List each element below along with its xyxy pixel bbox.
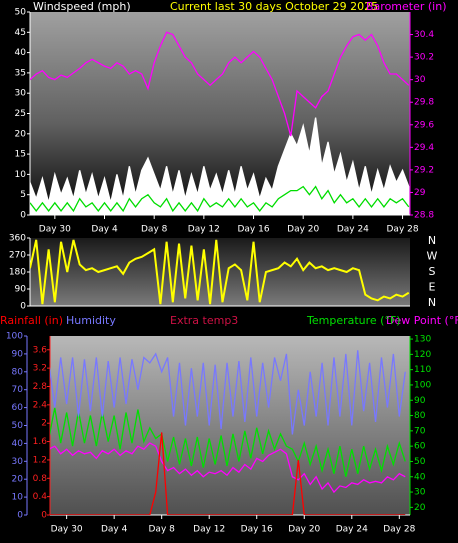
y-tick-label: 1.2 xyxy=(33,455,47,465)
y-tick-label: 110 xyxy=(414,365,431,375)
y-tick-label: 30 xyxy=(414,488,426,498)
x-tick-label: Day 24 xyxy=(336,525,368,535)
y-tick-label: 2.8 xyxy=(33,382,48,392)
series-line xyxy=(50,350,406,435)
y2-axis-label: Barometer (in) xyxy=(366,0,447,13)
y-tick-label: 40 xyxy=(15,48,27,58)
y-tick-label: 0 xyxy=(20,302,26,312)
legend-label: Temperature (°F) xyxy=(306,314,401,327)
y-tick-label: 35 xyxy=(15,68,26,78)
x-tick-label: Day 24 xyxy=(337,225,369,235)
x-tick-label: Day 12 xyxy=(188,225,220,235)
y-tick-label: 60 xyxy=(12,403,24,413)
compass-label: E xyxy=(429,281,436,294)
y-tick-label: 45 xyxy=(15,28,26,38)
y-tick-label: 1.6 xyxy=(33,437,48,447)
y-tick-label: 0.8 xyxy=(33,474,48,484)
y-tick-label: 50 xyxy=(414,457,426,467)
compass-label: S xyxy=(429,265,436,278)
compass-label: W xyxy=(427,250,438,263)
y-tick-label: 60 xyxy=(414,442,426,452)
x-tick-label: Day 16 xyxy=(241,525,273,535)
y-tick-label: 40 xyxy=(12,439,24,449)
y-tick-label: 270 xyxy=(9,251,26,261)
plot-bg xyxy=(50,336,410,515)
y-tick-label: 0 xyxy=(17,511,23,521)
x-tick-label: Day 30 xyxy=(51,525,83,535)
y-tick-label: 5 xyxy=(20,190,26,200)
x-tick-label: Day 28 xyxy=(383,525,415,535)
y-tick-label: 80 xyxy=(12,367,24,377)
x-tick-label: Day 20 xyxy=(287,225,319,235)
chart-title: Current last 30 days October 29 2025 xyxy=(170,0,378,13)
y-tick-label: 360 xyxy=(9,234,26,244)
y-tick-label: 28.8 xyxy=(414,211,434,221)
series-line xyxy=(50,442,406,494)
y-tick-label: 90 xyxy=(15,285,27,295)
y-tick-label: 3.6 xyxy=(33,345,48,355)
y-tick-label: 20 xyxy=(12,475,24,485)
legend-label: Dew Point (°F) xyxy=(386,314,458,327)
series-line xyxy=(30,185,410,213)
y-tick-label: 20 xyxy=(414,503,426,513)
y-tick-label: 15 xyxy=(15,150,26,160)
y-tick-label: 30 xyxy=(12,457,24,467)
y-tick-label: 100 xyxy=(6,332,23,342)
y-tick-label: 30 xyxy=(15,89,27,99)
y-tick-label: 2 xyxy=(41,419,47,429)
y-axis-label: Windspeed (mph) xyxy=(33,0,131,13)
y-tick-label: 29 xyxy=(414,188,426,198)
x-tick-label: Day 30 xyxy=(39,225,71,235)
x-tick-label: Day 12 xyxy=(193,525,225,535)
y-tick-label: 10 xyxy=(15,170,27,180)
y-tick-label: 50 xyxy=(15,8,27,18)
x-tick-label: Day 8 xyxy=(141,225,168,235)
y-tick-label: 0 xyxy=(20,211,26,221)
y-tick-label: 100 xyxy=(414,380,431,390)
y-tick-label: 70 xyxy=(414,426,426,436)
compass-label: N xyxy=(428,234,436,247)
series-line xyxy=(30,239,410,305)
y-tick-label: 130 xyxy=(414,335,431,345)
y-tick-label: 29.4 xyxy=(414,143,434,153)
x-tick-label: Day 16 xyxy=(237,225,269,235)
y-tick-label: 80 xyxy=(414,411,426,421)
y-tick-label: 29.8 xyxy=(414,98,434,108)
y-tick-label: 40 xyxy=(414,472,426,482)
legend-label: Extra temp3 xyxy=(170,314,238,327)
y-tick-label: 29.2 xyxy=(414,165,434,175)
y-tick-label: 90 xyxy=(414,396,426,406)
compass-label: N xyxy=(428,296,436,309)
y-tick-label: 50 xyxy=(12,421,24,431)
y-tick-label: 25 xyxy=(15,109,26,119)
y-tick-label: 3.2 xyxy=(33,364,47,374)
x-tick-label: Day 28 xyxy=(387,225,419,235)
y-tick-label: 29.6 xyxy=(414,120,434,130)
y-tick-label: 30.4 xyxy=(414,30,434,40)
x-tick-label: Day 4 xyxy=(101,525,128,535)
y-tick-label: 20 xyxy=(15,129,27,139)
y-tick-label: 90 xyxy=(12,349,24,359)
y-tick-label: 2.4 xyxy=(33,400,48,410)
y-tick-label: 30.2 xyxy=(414,53,434,63)
x-tick-label: Day 4 xyxy=(91,225,118,235)
y-tick-label: 180 xyxy=(9,268,26,278)
y-tick-label: 0 xyxy=(41,511,47,521)
y-tick-label: 30 xyxy=(414,75,426,85)
series-line xyxy=(30,31,410,137)
y-tick-label: 0.4 xyxy=(33,492,48,502)
series-line xyxy=(50,407,406,477)
legend-label: Rainfall (in) xyxy=(0,314,63,327)
y-tick-label: 10 xyxy=(12,493,24,503)
y-tick-label: 120 xyxy=(414,350,431,360)
series-area xyxy=(30,117,410,215)
x-tick-label: Day 20 xyxy=(288,525,320,535)
legend-label: Humidity xyxy=(66,314,116,327)
y-tick-label: 70 xyxy=(12,385,24,395)
x-tick-label: Day 8 xyxy=(149,525,176,535)
